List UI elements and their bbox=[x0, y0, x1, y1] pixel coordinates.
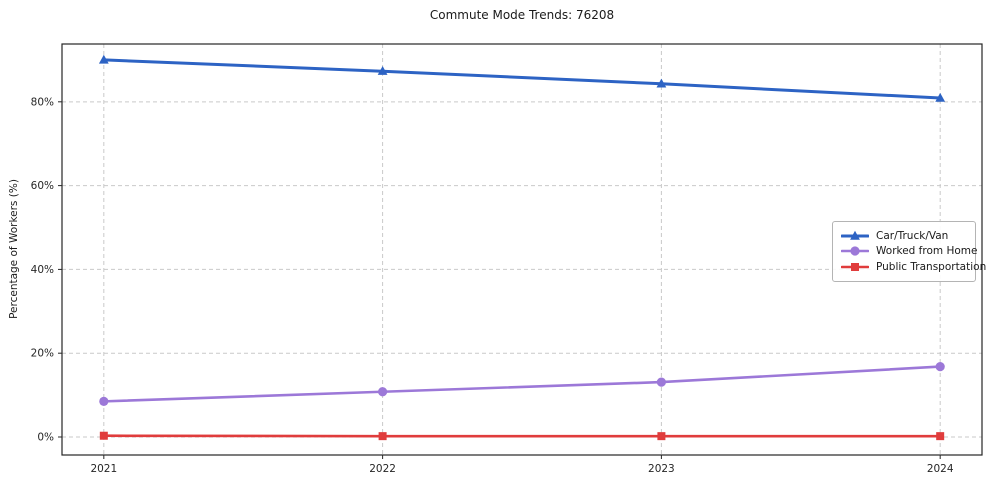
marker-circle-worked-from-home bbox=[656, 377, 666, 387]
legend-item-car-truck-van: Car/Truck/Van bbox=[841, 228, 967, 244]
legend-circle-marker-icon bbox=[841, 246, 869, 256]
marker-square-public-transportation bbox=[378, 432, 387, 441]
legend-marker-glyph bbox=[851, 262, 859, 271]
marker-triangle-car-truck-van bbox=[935, 92, 946, 102]
marker-square-public-transportation bbox=[99, 431, 108, 440]
marker-triangle-car-truck-van bbox=[98, 54, 109, 64]
marker-triangle-car-truck-van bbox=[377, 66, 388, 75]
marker-circle-worked-from-home bbox=[99, 396, 109, 406]
marker-square-public-transportation bbox=[657, 432, 666, 441]
legend-label: Car/Truck/Van bbox=[876, 229, 949, 242]
x-tick-label: 2024 bbox=[927, 463, 954, 475]
x-tick-label: 2021 bbox=[90, 463, 117, 475]
y-tick-label: 80% bbox=[31, 96, 54, 108]
marker-circle-worked-from-home bbox=[935, 361, 945, 372]
legend-item-worked-from-home: Worked from Home bbox=[841, 244, 977, 260]
legend-label: Worked from Home bbox=[876, 245, 978, 258]
y-tick-label: 60% bbox=[31, 180, 54, 192]
line-car-truck-van bbox=[102, 58, 942, 100]
legend-triangle-marker-icon bbox=[841, 230, 869, 240]
marker-square-public-transportation bbox=[936, 432, 945, 441]
marker-circle-worked-from-home bbox=[378, 387, 388, 397]
legend-marker-glyph bbox=[850, 246, 860, 256]
plot-border bbox=[61, 43, 983, 456]
legend: Car/Truck/Van Worked from Home Public Tran… bbox=[832, 221, 986, 282]
x-tick-label: 2023 bbox=[648, 463, 675, 475]
legend-square-marker-icon bbox=[841, 262, 869, 271]
legend-item-public-transportation: Public Transportation bbox=[841, 259, 986, 275]
x-tick-label: 2022 bbox=[369, 463, 396, 475]
y-tick-label: 20% bbox=[31, 348, 54, 360]
legend-marker-glyph bbox=[850, 230, 860, 240]
legend-label: Public Transportation bbox=[876, 260, 987, 273]
y-tick-label: 0% bbox=[37, 431, 54, 443]
chart-title: Commute Mode Trends: 76208 bbox=[429, 8, 615, 22]
line-worked-from-home bbox=[102, 365, 942, 403]
y-tick-label: 40% bbox=[31, 264, 54, 276]
marker-triangle-car-truck-van bbox=[656, 78, 667, 88]
